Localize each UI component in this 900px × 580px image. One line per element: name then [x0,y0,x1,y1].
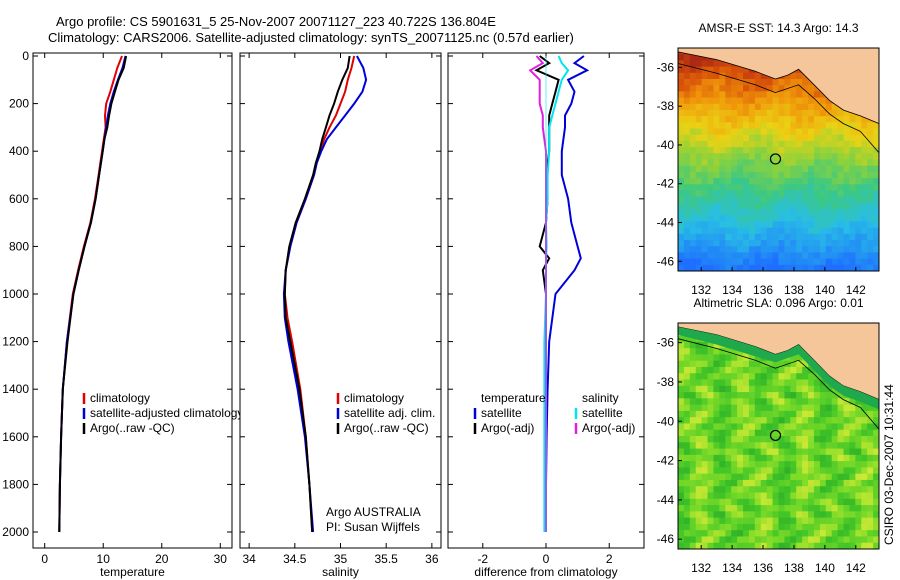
series-line-black [58,55,128,533]
y-tick-label: 0 [22,49,29,63]
y-tick-label: 1800 [2,477,29,491]
y-tick-label: 800 [9,239,29,253]
profile-panel-2: 34 34.5 35 35.5 36 salinity climatologysatelli… [239,52,442,579]
x-tick-label: 142 [846,283,866,297]
y-tick-label: 200 [9,97,29,111]
shelf-contour [678,63,879,153]
x-tick-label: 0 [41,552,48,566]
x-tick-label: 132 [691,561,711,575]
x-tick-label: 142 [846,561,866,575]
map-frame [677,322,880,550]
x-tick-label: -2 [477,552,488,566]
legend-label: Argo(..raw -QC) [90,421,175,435]
legend-label: temperature [481,391,546,405]
annotation-agency: Argo AUSTRALIA [326,505,421,519]
legend-label: climatology [90,391,150,405]
x-tick-label: 134 [722,561,742,575]
shelf-zone [678,326,879,410]
x-tick-label: 34 [242,552,256,566]
legend-label: satellite [582,406,623,420]
legend-label: Argo(-adj) [481,421,534,435]
y-tick-label: -36 [657,60,675,74]
y-tick-label: -40 [657,138,675,152]
y-tick-label: 2000 [2,525,29,539]
x-tick-label: 134 [722,283,742,297]
map-field [678,323,879,549]
x-tick-label: 138 [784,283,804,297]
y-tick-label: 1200 [2,335,29,349]
y-tick-label: -46 [657,532,675,546]
map-field [678,48,879,271]
y-tick-label: -46 [657,254,675,268]
map-title: AMSR-E SST: 14.3 Argo: 14.3 [698,21,858,35]
legend-label: Argo(..raw -QC) [344,421,429,435]
plot-frame [32,52,233,549]
x-tick-label: 136 [753,561,773,575]
x-tick-label: 0 [543,552,550,566]
legend-label: satellite [481,406,522,420]
y-tick-label: -44 [657,216,675,230]
csiro-timestamp: CSIRO 03-Dec-2007 10:31:44 [882,384,896,545]
x-tick-label: 30 [214,552,228,566]
map-frame [677,47,880,272]
y-tick-label: -40 [657,414,675,428]
series-line-cyan [543,55,570,532]
x-tick-label: 34.5 [283,552,307,566]
shelf-contour [678,338,879,430]
series-line-black [283,55,351,533]
x-tick-label: 20 [155,552,169,566]
y-tick-label: 1400 [2,382,29,396]
legend-label: satellite adj. clim. [344,406,435,420]
y-tick-label: 600 [9,192,29,206]
figure-title-line2: Climatology: CARS2006. Satellite-adjuste… [48,30,574,45]
x-tick-label: 2 [606,552,613,566]
x-tick-label: 138 [784,561,804,575]
y-tick-label: 1000 [2,287,29,301]
legend-label: satellite-adjusted climatology [90,406,243,420]
x-tick-label: 136 [753,283,773,297]
float-position-marker [769,153,782,165]
profile-panel-1: 0 10 20 30 0 200 400 600 800 1000 1200 1400 1600 1800… [2,49,243,579]
x-axis-label: salinity [322,565,359,579]
legend-label: salinity [582,391,619,405]
legend-label: Argo(-adj) [582,421,635,435]
x-axis-label: difference from climatology [474,565,617,579]
land-mass [678,48,879,125]
x-tick-label: 140 [815,283,835,297]
x-tick-label: 36 [425,552,439,566]
figure-title-line1: Argo profile: CS 5901631_5 25-Nov-2007 2… [56,14,496,29]
legend-label: climatology [344,391,404,405]
y-tick-label: 400 [9,144,29,158]
y-tick-label: -36 [657,336,675,350]
x-tick-label: 132 [691,283,711,297]
y-tick-label: -42 [657,177,675,191]
x-tick-label: 35 [334,552,348,566]
y-tick-label: -42 [657,454,675,468]
x-axis-label: temperature [100,565,165,579]
y-tick-label: -38 [657,99,675,113]
y-tick-label: 1600 [2,430,29,444]
x-tick-label: 10 [97,552,111,566]
y-tick-label: -44 [657,493,675,507]
series-line-blue [545,55,590,532]
sst-map-panel: AMSR-E SST: 14.3 Argo: 14.3 132 134 136 138 1… [657,21,880,297]
map-title: Altimetric SLA: 0.096 Argo: 0.01 [693,296,863,310]
y-tick-label: -38 [657,375,675,389]
float-position-marker [769,429,782,442]
annotation-pi: PI: Susan Wijffels [326,520,420,534]
x-tick-label: 35.5 [375,552,399,566]
x-tick-label: 140 [815,561,835,575]
sla-map-panel: Altimetric SLA: 0.096 Argo: 0.01 132 134 13… [657,296,880,575]
plot-frame [239,52,442,549]
